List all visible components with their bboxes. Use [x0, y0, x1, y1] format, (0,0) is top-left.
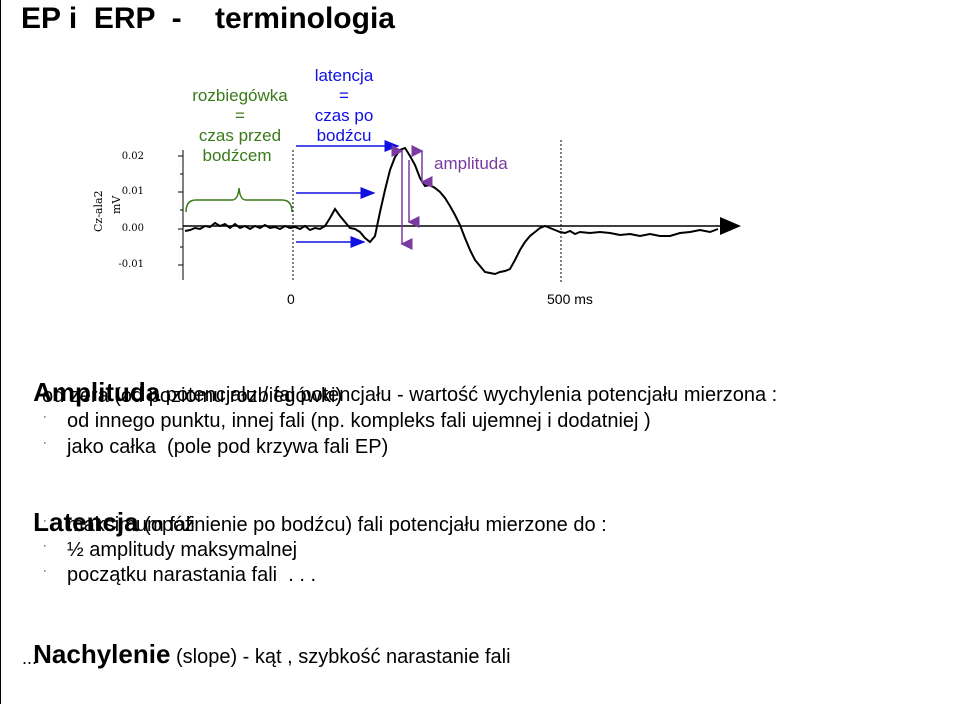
- latency-bullet: ½ amplitudy maksymalnej: [67, 539, 298, 561]
- y-tick-label: 0.00: [121, 223, 144, 234]
- latency-definition: Latencja (opóźnienie po bodźcu) fali pot…: [22, 484, 607, 538]
- bullet-dot: ·: [43, 565, 47, 577]
- latency-label-line3: czas po: [314, 106, 374, 125]
- baseline-label: rozbiegówka = czas przed bodźcem: [180, 86, 300, 166]
- y-axis: [178, 150, 184, 280]
- latency-description: (opóźnienie po bodźcu) fali potencjału m…: [138, 514, 607, 536]
- latency-heading: Latencja: [33, 507, 139, 537]
- amplitude-bullet: od innego punktu, innej fali (np. komple…: [67, 410, 651, 432]
- page-title: EP i ERP - terminologia: [21, 2, 395, 35]
- bullet-dot: ·: [43, 515, 47, 527]
- x-label-zero: 0: [287, 291, 295, 307]
- y-tick-label: 0.02: [121, 151, 144, 162]
- latency-label-line2: =: [339, 86, 349, 105]
- latency-label: latencja = czas po bodźcu: [300, 66, 388, 146]
- baseline-label-line4: bodźcem: [202, 146, 272, 165]
- amplitude-definition: Amplituda potencjału / fal potencjału - …: [22, 354, 777, 408]
- y-tick-label: -0.01: [118, 259, 144, 270]
- amplitude-label: amplituda: [434, 154, 508, 173]
- slope-heading: Nachylenie: [33, 639, 171, 669]
- x-label-500ms: 500 ms: [547, 291, 593, 307]
- latency-bullet: początku narastania fali . . .: [67, 564, 317, 586]
- amplitude-heading: Amplituda: [33, 377, 161, 407]
- amplitude-bullet: jako całka (pole pod krzywa fali EP): [67, 436, 389, 458]
- slope-description: (slope) - kąt , szybkość narastanie fali: [170, 646, 511, 668]
- bullet-dot: ·: [43, 437, 47, 449]
- bullet-dot: ·: [43, 540, 47, 552]
- latency-label-line1: latencja: [314, 66, 374, 85]
- erp-waveform-trace: [184, 146, 719, 276]
- page-frame-left-border: [0, 0, 1, 704]
- latency-label-line4: bodźcu: [316, 126, 372, 145]
- latency-bullet: maksimum fali: [67, 514, 195, 536]
- slope-definition: Nachylenie (slope) - kąt , szybkość nara…: [22, 616, 511, 670]
- baseline-label-line1: rozbiegówka: [192, 86, 288, 105]
- y-tick-label: 0.01: [121, 186, 144, 197]
- bullet-dot: ·: [43, 411, 47, 423]
- slope-ellipsis: ...: [22, 648, 38, 668]
- baseline-label-line3: czas przed: [198, 126, 282, 145]
- baseline-label-line2: =: [235, 106, 245, 125]
- amplitude-line-2: od zera (od poziomu rozbiegówki): [42, 385, 343, 407]
- amplitude-description: potencjału / fal potencjału - wartość wy…: [160, 384, 778, 406]
- baseline-brace: [185, 187, 293, 213]
